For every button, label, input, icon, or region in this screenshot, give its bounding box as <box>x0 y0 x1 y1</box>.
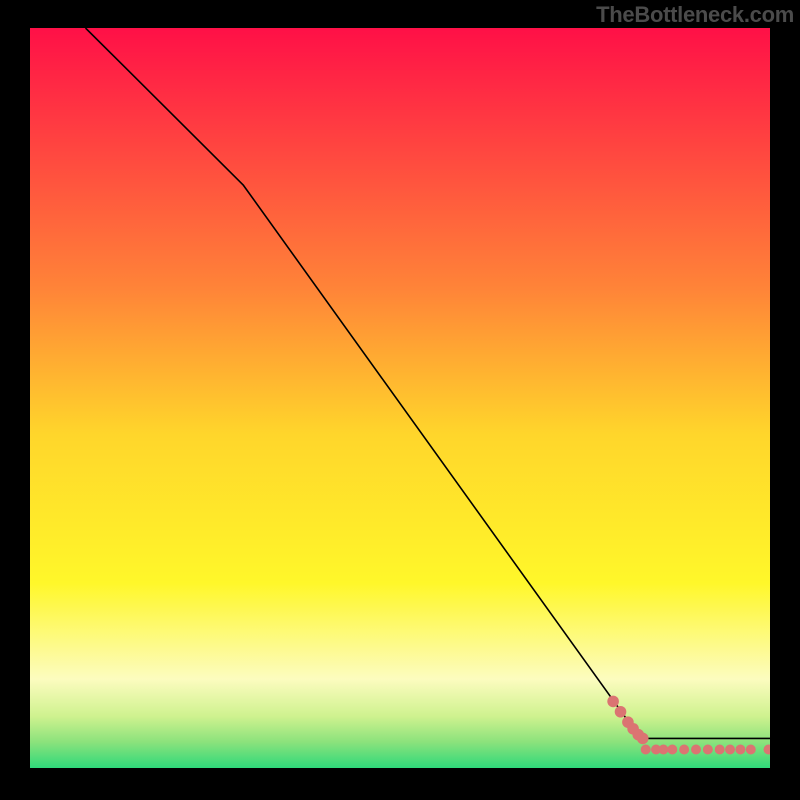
chart-marker <box>641 745 651 755</box>
chart-marker <box>607 696 619 708</box>
watermark-text: TheBottleneck.com <box>596 2 794 28</box>
chart-marker <box>746 745 756 755</box>
plot-area <box>30 28 770 768</box>
chart-marker <box>725 745 735 755</box>
chart-marker <box>658 745 668 755</box>
chart-marker <box>703 745 713 755</box>
chart-marker <box>764 745 770 755</box>
chart-marker <box>691 745 701 755</box>
chart-marker <box>715 745 725 755</box>
chart-marker <box>735 745 745 755</box>
chart-marker-layer <box>30 28 770 768</box>
chart-marker <box>637 733 649 745</box>
chart-marker <box>615 706 627 718</box>
chart-marker <box>679 745 689 755</box>
chart-canvas: TheBottleneck.com <box>0 0 800 800</box>
chart-marker <box>667 745 677 755</box>
